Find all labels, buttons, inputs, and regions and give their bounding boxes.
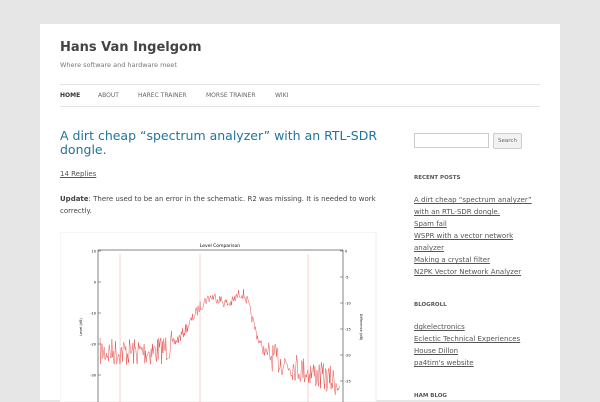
nav-item[interactable]: HOME: [60, 92, 81, 99]
nav-border: [60, 84, 540, 85]
update-text: : There used to be an error in the schem…: [60, 195, 376, 215]
y2-tick-label: -25: [345, 380, 351, 384]
search-input[interactable]: [414, 133, 489, 148]
y-tick-label: -10: [90, 312, 96, 316]
figure-frame: [60, 232, 377, 402]
page: Hans Van Ingelgom Where software and har…: [40, 24, 560, 402]
site-title[interactable]: Hans Van Ingelgom: [60, 40, 202, 55]
nav-item[interactable]: ABOUT: [98, 92, 119, 99]
figure-y2-label: Difference (dB): [359, 314, 363, 341]
widget-heading: HAM BLOG: [414, 393, 447, 399]
widget-link[interactable]: Making a crystal filter: [414, 256, 490, 264]
widget-link[interactable]: House Dillon: [414, 347, 459, 355]
widget-link[interactable]: N2PK Vector Network Analyzer: [414, 268, 522, 276]
widget-heading: RECENT POSTS: [414, 175, 461, 181]
replies-link[interactable]: 14 Replies: [60, 170, 97, 178]
y2-tick-label: -20: [345, 354, 351, 358]
plot-area: [97, 249, 344, 402]
nav-item[interactable]: HAREC TRAINER: [138, 92, 187, 99]
nav-border: [60, 106, 540, 107]
nav-item[interactable]: MORSE TRAINER: [206, 92, 256, 99]
nav-item[interactable]: WIKI: [275, 92, 289, 99]
widget-link[interactable]: pa4tim's website: [414, 359, 474, 367]
y2-tick-label: -15: [345, 328, 351, 332]
tagline: Where software and hardware meet: [60, 61, 177, 69]
y-tick-label: -30: [90, 374, 96, 378]
figure-title: Level Comparison: [200, 243, 240, 249]
widget-link[interactable]: WSPR with a vector network analyzer: [414, 232, 514, 252]
search-button[interactable]: Search: [493, 133, 522, 149]
y-tick-label: 0: [94, 281, 96, 285]
post-title[interactable]: A dirt cheap “spectrum analyzer” with an…: [60, 128, 378, 157]
widget-link[interactable]: Eclectic Technical Experiences: [414, 335, 521, 343]
figure-y-label: Level (dB): [79, 318, 83, 336]
y2-tick-label: -10: [345, 302, 351, 306]
figure: Level Comparison Level (dB) Difference (…: [60, 232, 377, 402]
update-paragraph: Update: There used to be an error in the…: [60, 193, 378, 217]
widget-link[interactable]: A dirt cheap “spectrum analyzer” with an…: [414, 196, 532, 216]
y-tick-label: -20: [90, 343, 96, 347]
widget-heading: BLOGROLL: [414, 302, 447, 308]
y2-tick-label: 0: [345, 250, 347, 254]
widget-link[interactable]: Spam fail: [414, 220, 447, 228]
y-tick-label: 10: [92, 250, 96, 254]
update-label: Update: [60, 195, 89, 203]
widget-link[interactable]: dgkelectronics: [414, 323, 465, 331]
y2-tick-label: -5: [345, 276, 349, 280]
spectrum-trace: [99, 289, 340, 395]
